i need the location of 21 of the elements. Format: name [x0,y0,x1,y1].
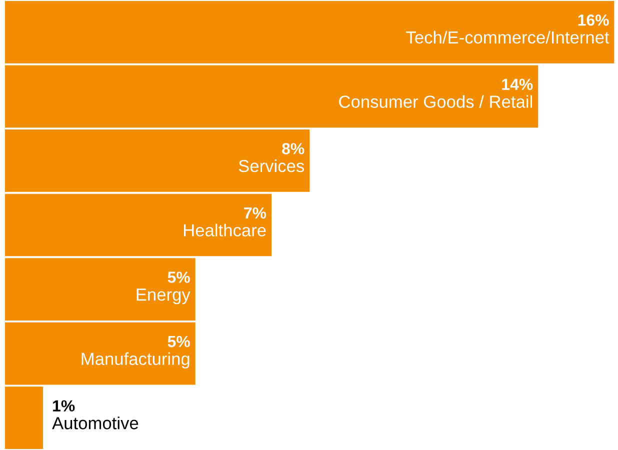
y-tick-label: Healthcare [184,224,266,236]
y-tick-label: Energy [136,288,190,304]
bar [4,386,44,450]
y-tick-label: Consumer Goods / Retail [339,95,532,108]
data-label: 5% [168,336,190,348]
bar [4,65,538,128]
data-label: 14% [502,78,533,90]
bar [4,322,196,385]
data-label: 7% [244,207,266,219]
bar [4,130,310,192]
bar [4,258,196,320]
y-tick-label: Services [238,159,304,172]
data-label: 8% [282,143,304,154]
bar [4,0,614,64]
y-tick-label: Tech/E-commerce/Internet [406,30,610,44]
y-tick-label: Automotive [52,416,138,430]
data-label: 5% [168,272,190,283]
data-label: 1% [53,400,75,412]
y-tick-label: Manufacturing [82,352,190,368]
bar [4,194,272,256]
data-label: 16% [578,14,609,26]
